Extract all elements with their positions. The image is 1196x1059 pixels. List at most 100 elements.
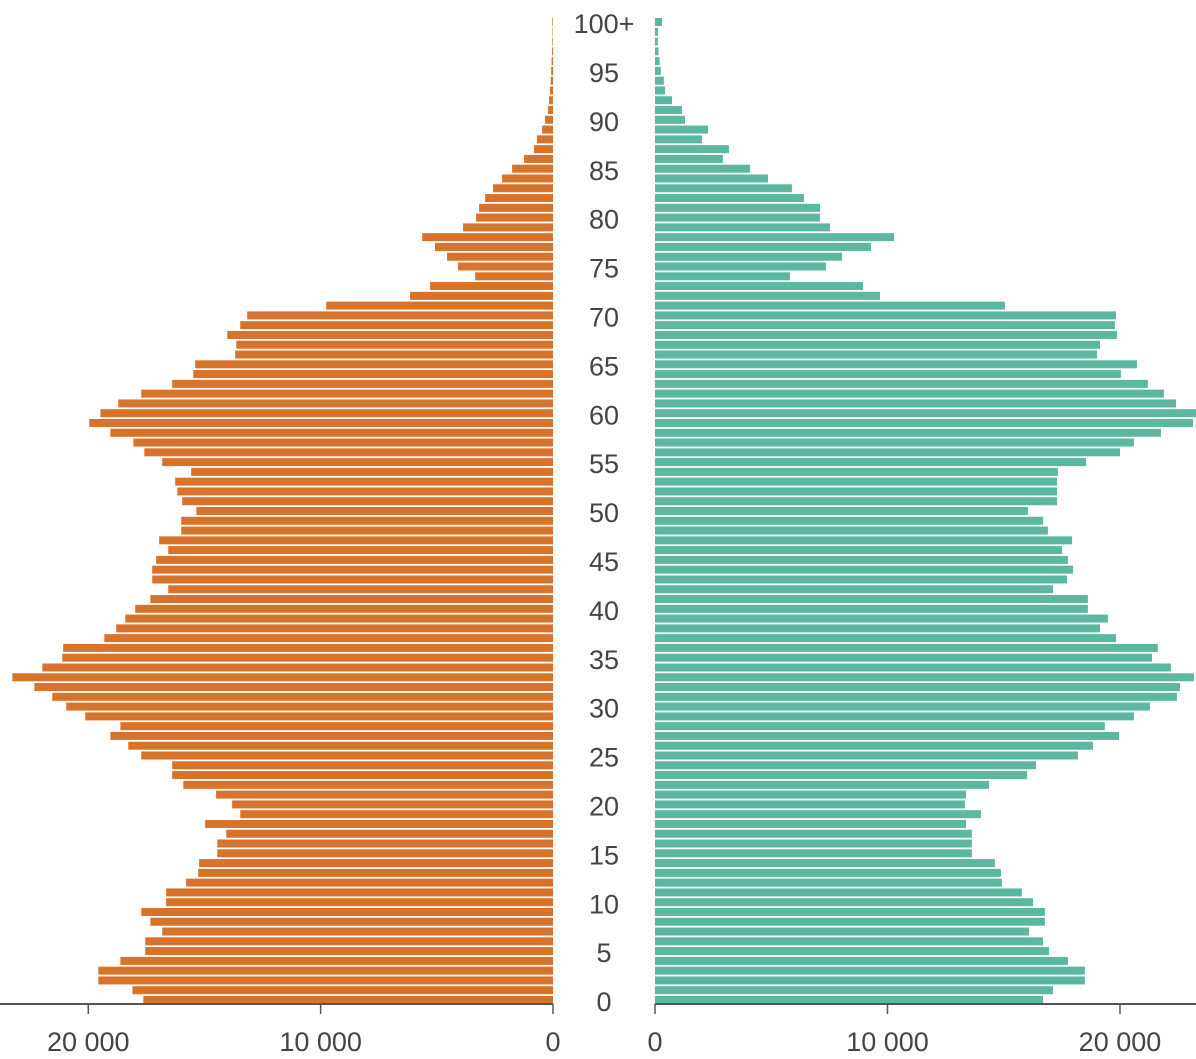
bar — [655, 771, 1027, 780]
bar — [655, 487, 1057, 496]
bar — [410, 291, 553, 300]
bar — [156, 555, 553, 564]
bar — [193, 370, 554, 379]
x-tick-label: 0 — [545, 1027, 560, 1057]
bar — [152, 565, 554, 574]
bar — [198, 868, 553, 877]
age-label: 50 — [589, 498, 619, 528]
bar — [655, 927, 1030, 936]
bar — [655, 947, 1050, 956]
age-label: 100+ — [574, 9, 635, 39]
bar — [655, 27, 659, 36]
bar — [655, 839, 972, 848]
bar — [457, 262, 553, 271]
bar — [655, 106, 682, 115]
bar — [485, 194, 553, 203]
bar — [655, 164, 751, 173]
bar — [159, 536, 554, 545]
age-label: 5 — [596, 938, 611, 968]
bar — [217, 839, 553, 848]
bar — [118, 399, 554, 408]
bar — [655, 507, 1028, 515]
bar — [655, 458, 1087, 467]
bar — [550, 76, 553, 85]
x-tick-label: 10 000 — [279, 1027, 362, 1057]
age-label: 15 — [589, 840, 619, 870]
bar — [655, 800, 965, 809]
bar — [655, 66, 661, 75]
bar — [430, 282, 553, 291]
bar — [655, 86, 665, 95]
bar — [655, 282, 864, 291]
bar — [655, 57, 660, 66]
bar — [475, 272, 553, 281]
bar — [655, 731, 1120, 740]
bar — [655, 917, 1045, 926]
bar — [655, 184, 792, 193]
bar — [655, 389, 1164, 398]
bar — [655, 399, 1177, 408]
age-label: 65 — [589, 351, 619, 381]
bar — [132, 986, 554, 995]
age-label: 55 — [589, 449, 619, 479]
bar — [141, 389, 554, 398]
bar — [655, 663, 1171, 672]
bar — [655, 780, 990, 789]
bar — [447, 252, 553, 261]
age-label: 60 — [589, 400, 619, 430]
bar — [116, 624, 554, 633]
bar — [655, 360, 1137, 369]
bar — [655, 692, 1177, 701]
x-tick-label: 10 000 — [846, 1027, 929, 1057]
bar — [655, 526, 1048, 535]
bar — [493, 184, 553, 193]
bar — [120, 956, 553, 965]
bar — [549, 96, 553, 105]
bar — [655, 585, 1054, 594]
bar — [655, 76, 664, 85]
age-label: 25 — [589, 743, 619, 773]
bar — [98, 976, 554, 985]
bar — [655, 47, 659, 56]
bar — [655, 370, 1121, 379]
bar — [655, 194, 805, 203]
bar — [655, 379, 1148, 388]
bar — [152, 575, 554, 584]
bar — [655, 438, 1134, 447]
bar — [120, 722, 553, 731]
x-tick-label: 20 000 — [1079, 1027, 1162, 1057]
bar — [150, 595, 554, 604]
bar — [545, 115, 553, 124]
bar — [181, 516, 553, 525]
bar — [326, 301, 553, 310]
bar — [655, 683, 1180, 692]
bar — [655, 174, 768, 183]
bar — [655, 135, 702, 144]
bar — [655, 213, 821, 222]
bar — [655, 233, 894, 242]
bar — [655, 536, 1073, 545]
bar — [181, 526, 553, 535]
bar — [536, 135, 553, 144]
bar — [422, 233, 553, 242]
bar — [150, 917, 554, 926]
bar — [655, 516, 1044, 525]
bar — [655, 761, 1037, 770]
age-label: 85 — [589, 156, 619, 186]
bar — [655, 868, 1001, 877]
bar — [182, 497, 553, 506]
bar — [655, 702, 1150, 711]
age-label: 10 — [589, 889, 619, 919]
bar — [655, 18, 662, 26]
bar — [162, 458, 553, 467]
bar — [183, 780, 553, 789]
bar — [89, 418, 554, 427]
bar — [168, 585, 554, 594]
bar — [655, 653, 1153, 662]
bar — [216, 790, 553, 799]
bar — [110, 428, 553, 437]
bar — [549, 86, 553, 95]
bar — [655, 643, 1158, 652]
bar — [100, 409, 554, 418]
